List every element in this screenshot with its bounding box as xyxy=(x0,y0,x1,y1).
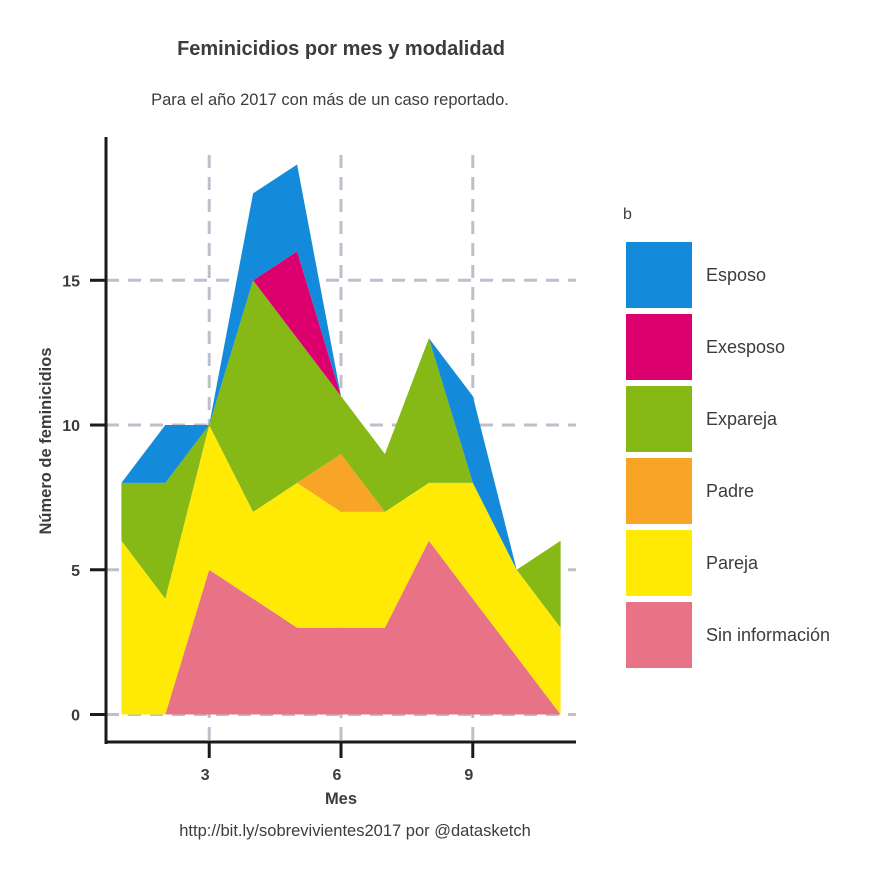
legend-swatch xyxy=(626,530,692,596)
legend-label: Expareja xyxy=(706,409,778,429)
legend-label: Pareja xyxy=(706,553,759,573)
legend-item-pareja: Pareja xyxy=(626,530,866,596)
y-tick-label: 10 xyxy=(62,418,80,435)
legend-swatch xyxy=(626,458,692,524)
legend-title: b xyxy=(623,206,632,223)
y-tick-label: 0 xyxy=(71,708,80,725)
chart-title: Feminicidios por mes y modalidad xyxy=(177,38,505,60)
legend-item-sin-informaci-n: Sin información xyxy=(626,602,866,668)
y-axis-title: Número de feminicidios xyxy=(37,347,55,534)
legend: b Esposo Exesposo Expareja Padre Pareja Sin i… xyxy=(623,206,830,668)
x-tick-label: 6 xyxy=(333,767,342,784)
legend-item-padre: Padre xyxy=(626,458,866,524)
chart-subtitle: Para el año 2017 con más de un caso repo… xyxy=(151,91,509,109)
legend-item-exesposo: Exesposo xyxy=(626,314,866,380)
legend-item-expareja: Expareja xyxy=(626,386,866,452)
legend-swatch xyxy=(626,602,692,668)
x-tick-label: 3 xyxy=(201,767,210,784)
area-expareja xyxy=(121,280,561,628)
chart-caption: http://bit.ly/sobrevivientes2017 por @da… xyxy=(179,822,531,840)
legend-label: Exesposo xyxy=(706,337,786,357)
legend-swatch xyxy=(626,242,692,308)
area-padre xyxy=(121,425,561,628)
y-tick-label: 15 xyxy=(62,273,80,290)
legend-label: Sin información xyxy=(706,625,831,645)
legend-item-esposo: Esposo xyxy=(626,242,866,308)
y-tick-label: 5 xyxy=(71,563,80,580)
area-sin-informaci-n xyxy=(121,540,561,715)
tick-marks xyxy=(90,278,475,758)
stacked-areas xyxy=(121,164,561,715)
legend-label: Padre xyxy=(706,481,755,501)
legend-label: Esposo xyxy=(706,265,767,285)
legend-swatch xyxy=(626,314,692,380)
x-axis-title: Mes xyxy=(325,790,357,808)
legend-swatch xyxy=(626,386,692,452)
area-pareja xyxy=(121,425,561,715)
x-tick-label: 9 xyxy=(464,767,473,784)
